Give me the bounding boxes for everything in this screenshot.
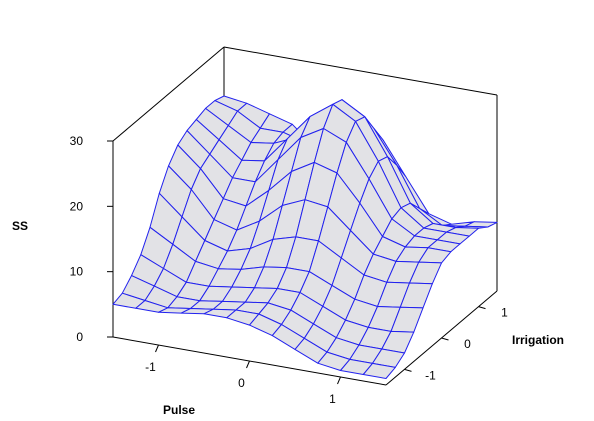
x-axis-label: Pulse	[163, 403, 195, 417]
x-tick-label: 0	[238, 376, 245, 390]
y-tick-label: 1	[501, 306, 508, 320]
z-tick-label: 30	[70, 134, 84, 148]
z-tick-label: 0	[76, 330, 83, 344]
z-tick-label: 20	[70, 199, 84, 213]
surface-mesh	[112, 95, 498, 379]
tick-labels: 0 10 20 30 -1 0 1 -1 0 1	[70, 134, 509, 406]
y-tick-mark	[404, 368, 412, 372]
top-back-edge	[223, 46, 498, 96]
top-left-edge	[112, 46, 225, 142]
z-axis-label: SS	[12, 219, 28, 233]
y-axis-label: Irrigation	[512, 333, 564, 347]
surface-cell	[362, 362, 396, 379]
x-tick-label: 1	[329, 392, 336, 406]
y-tick-label: -1	[425, 368, 436, 382]
y-tick-label: 0	[464, 337, 471, 351]
x-tick-mark	[246, 360, 250, 369]
x-tick-mark	[337, 376, 341, 385]
x-tick-label: -1	[145, 360, 156, 374]
y-tick-mark	[441, 337, 449, 341]
z-tick-label: 10	[70, 265, 84, 279]
x-tick-mark	[155, 344, 159, 353]
y-tick-mark	[478, 306, 486, 310]
